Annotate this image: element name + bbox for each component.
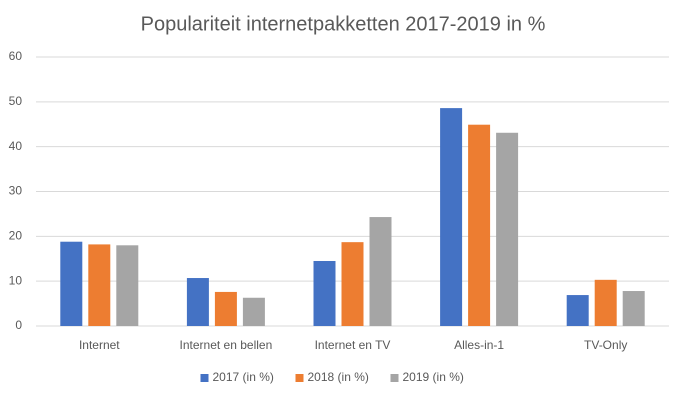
bar: [60, 241, 83, 326]
bar: [566, 295, 589, 326]
y-tick-label: 10: [9, 273, 23, 287]
y-tick-label: 20: [9, 229, 23, 243]
y-tick-label: 60: [9, 49, 23, 63]
legend-label: 2018 (in %): [308, 370, 369, 384]
legend-label: 2017 (in %): [213, 370, 274, 384]
legend-swatch: [295, 374, 304, 382]
bar: [622, 291, 645, 326]
bar: [369, 217, 392, 326]
legend-swatch: [390, 374, 399, 382]
y-tick-label: 0: [15, 318, 22, 332]
x-tick-label: Internet en bellen: [180, 338, 273, 352]
bar: [116, 245, 139, 326]
bar: [214, 291, 237, 326]
bar: [468, 124, 491, 326]
chart-title: Populariteit internetpakketten 2017-2019…: [141, 13, 546, 35]
x-tick-label: Alles-in-1: [454, 338, 504, 352]
x-tick-label: TV-Only: [584, 338, 627, 352]
y-tick-label: 30: [9, 184, 23, 198]
bar: [341, 242, 364, 326]
bar: [313, 260, 336, 326]
legend-label: 2019 (in %): [403, 370, 464, 384]
y-tick-label: 50: [9, 94, 23, 108]
bar: [88, 244, 111, 326]
bar: [594, 279, 617, 326]
bar: [186, 278, 209, 326]
x-tick-label: Internet: [79, 338, 120, 352]
legend-swatch: [200, 374, 209, 382]
y-tick-label: 40: [9, 139, 23, 153]
bar: [440, 108, 463, 326]
bar: [496, 132, 519, 326]
x-tick-label: Internet en TV: [315, 338, 391, 352]
bar: [242, 297, 265, 326]
